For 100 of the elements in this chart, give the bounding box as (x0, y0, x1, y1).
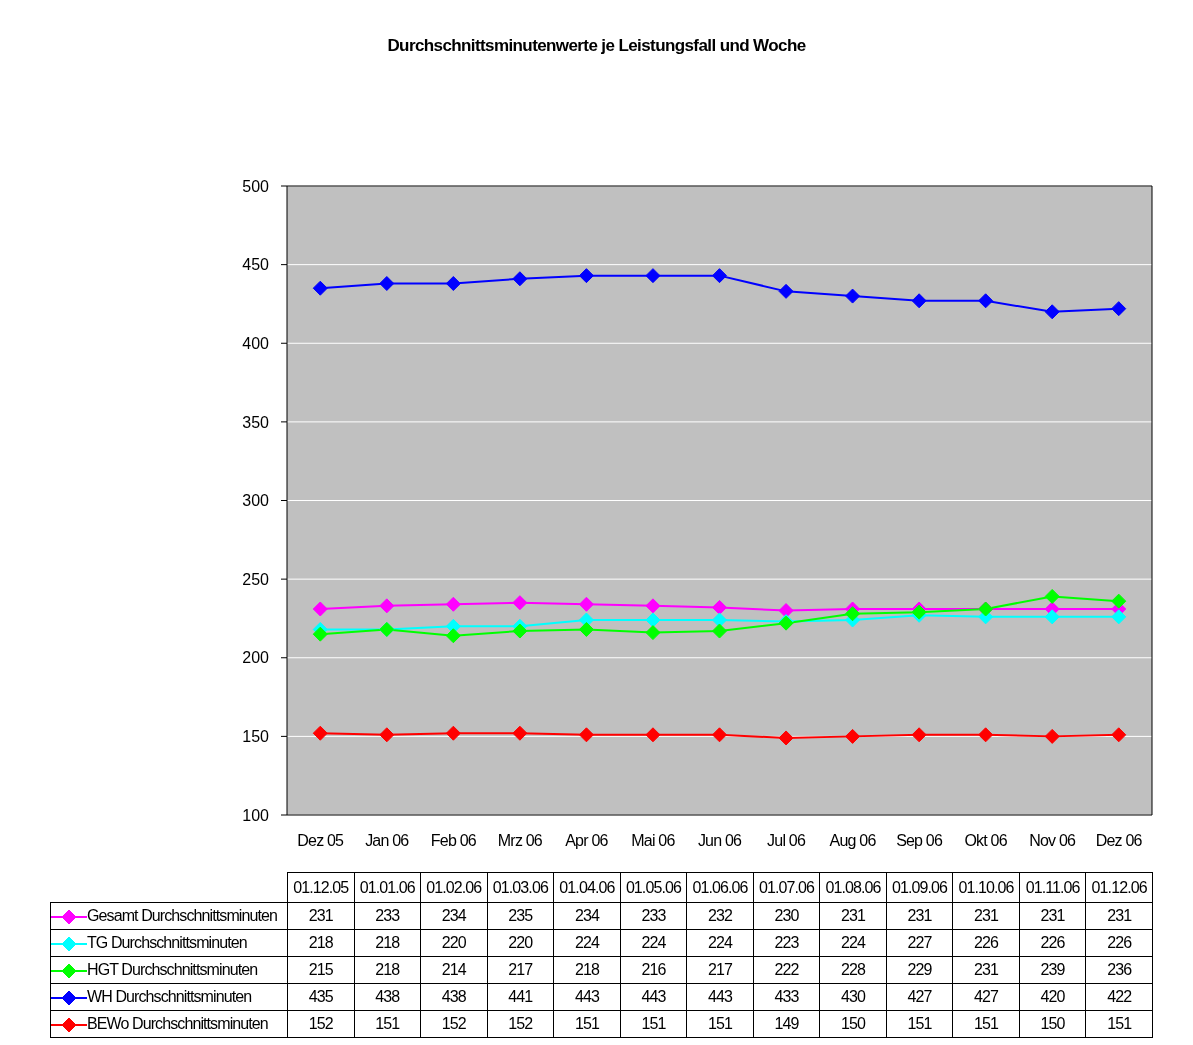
data-label: 150 (1019, 1010, 1086, 1038)
data-label: 233 (354, 902, 421, 930)
data-label: 224 (686, 929, 754, 957)
y-tick-label: 500 (242, 177, 270, 195)
x-tick-label: Apr 06 (565, 832, 609, 850)
data-label: 149 (753, 1010, 820, 1038)
legend-label: Gesamt Durchschnittsminuten (87, 907, 278, 924)
data-label: 443 (686, 983, 754, 1011)
data-label: 231 (1085, 902, 1153, 930)
data-label: 152 (287, 1010, 355, 1038)
text: 01.06.06 (686, 872, 754, 903)
data-label: 422 (1085, 983, 1153, 1011)
text: 01.10.06 (952, 872, 1020, 903)
y-tick-label: 100 (242, 806, 270, 824)
data-label: 234 (420, 902, 488, 930)
y-tick-label: 300 (242, 492, 270, 510)
x-tick-label: Jul 06 (767, 832, 806, 850)
data-label: 427 (886, 983, 953, 1011)
data-label: 217 (686, 956, 754, 984)
data-label: 220 (420, 929, 488, 957)
x-tick-label: Jan 06 (365, 832, 410, 850)
data-label: 231 (287, 902, 355, 930)
data-label: 438 (420, 983, 488, 1011)
x-tick-label: Mai 06 (631, 832, 676, 850)
x-tick-label: Nov 06 (1029, 832, 1077, 850)
legend-label: BEWo Durchschnittsminuten (87, 1015, 268, 1032)
text: 01.12.05 (287, 872, 355, 903)
data-label: 226 (1085, 929, 1153, 957)
data-label: 151 (1085, 1010, 1153, 1038)
data-label: 151 (686, 1010, 754, 1038)
data-label: 435 (287, 983, 355, 1011)
data-label: 226 (1019, 929, 1086, 957)
data-label: 231 (1019, 902, 1086, 930)
data-label: 151 (952, 1010, 1020, 1038)
data-label: 217 (487, 956, 554, 984)
text: 01.08.06 (819, 872, 887, 903)
legend-label: TG Durchschnittsminuten (87, 934, 247, 951)
x-tick-label: Dez 06 (1095, 832, 1143, 850)
legend-label: HGT Durchschnittsminuten (87, 961, 258, 978)
text: 01.01.06 (354, 872, 421, 903)
chart-title: Durchschnittsminutenwerte je Leistungsfall und Woche (386, 36, 807, 56)
data-label: 152 (487, 1010, 554, 1038)
data-label: 231 (952, 902, 1020, 930)
data-label: 224 (819, 929, 887, 957)
data-label: 152 (420, 1010, 488, 1038)
data-label: 214 (420, 956, 488, 984)
data-label: 151 (553, 1010, 621, 1038)
x-tick-label: Mrz 06 (497, 832, 543, 850)
y-tick-label: 400 (242, 334, 270, 352)
y-tick-label: 200 (242, 649, 270, 667)
data-label: 218 (354, 929, 421, 957)
text: 01.09.06 (886, 872, 953, 903)
text: 01.11.06 (1019, 872, 1086, 903)
text: 01.05.06 (620, 872, 687, 903)
data-label: 220 (487, 929, 554, 957)
data-label: 231 (819, 902, 887, 930)
data-label: 222 (753, 956, 820, 984)
data-label: 236 (1085, 956, 1153, 984)
legend-label: WH Durchschnittsminuten (87, 988, 252, 1005)
data-label: 216 (620, 956, 687, 984)
x-tick-label: Jun 06 (697, 832, 743, 850)
data-label: 223 (753, 929, 820, 957)
data-label: 229 (886, 956, 953, 984)
data-label: 235 (487, 902, 554, 930)
data-label: 228 (819, 956, 887, 984)
x-tick-label: Sep 06 (896, 832, 943, 850)
data-label: 151 (354, 1010, 421, 1038)
y-tick-label: 350 (242, 413, 270, 431)
data-label: 233 (620, 902, 687, 930)
data-label: 218 (287, 929, 355, 957)
y-tick-label: 150 (242, 728, 270, 746)
x-tick-label: Okt 06 (964, 832, 1008, 850)
y-tick-label: 250 (242, 570, 270, 588)
data-label: 443 (620, 983, 687, 1011)
data-label: 239 (1019, 956, 1086, 984)
text: 01.02.06 (420, 872, 488, 903)
text: 01.04.06 (553, 872, 621, 903)
data-label: 427 (952, 983, 1020, 1011)
data-label: 218 (354, 956, 421, 984)
data-label: 420 (1019, 983, 1086, 1011)
data-label: 215 (287, 956, 355, 984)
data-label: 433 (753, 983, 820, 1011)
data-label: 218 (553, 956, 621, 984)
data-label: 151 (620, 1010, 687, 1038)
data-label: 441 (487, 983, 554, 1011)
x-tick-label: Aug 06 (829, 832, 877, 850)
data-label: 443 (553, 983, 621, 1011)
data-label: 224 (553, 929, 621, 957)
x-tick-label: Feb 06 (430, 832, 477, 850)
data-label: 226 (952, 929, 1020, 957)
text: 01.03.06 (487, 872, 554, 903)
y-tick-label: 450 (242, 256, 270, 274)
data-label: 224 (620, 929, 687, 957)
x-tick-label: Dez 05 (297, 832, 345, 850)
data-label: 438 (354, 983, 421, 1011)
data-label: 227 (886, 929, 953, 957)
data-label: 231 (952, 956, 1020, 984)
data-label: 234 (553, 902, 621, 930)
data-label: 150 (819, 1010, 887, 1038)
data-label: 151 (886, 1010, 953, 1038)
